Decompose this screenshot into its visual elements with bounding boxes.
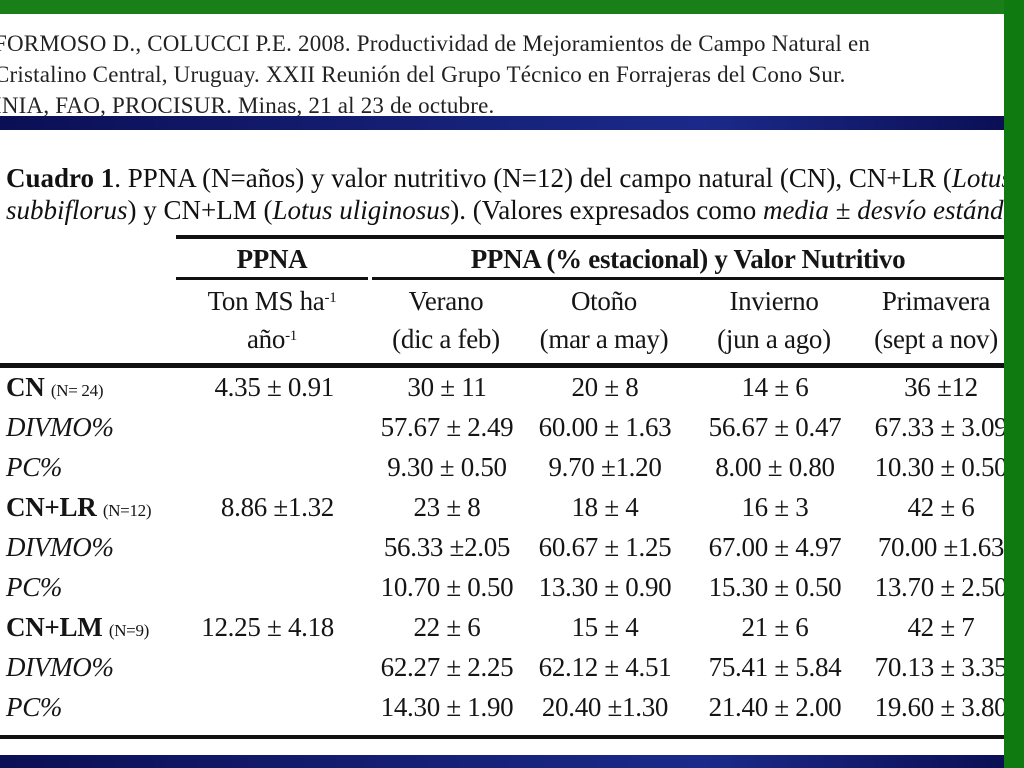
table-rule-bottom — [0, 735, 1004, 739]
row-label-n: (N=9) — [108, 621, 150, 640]
table-rule-group-seasonal — [372, 277, 1004, 280]
reference-line-2: Cristalino Central, Uruguay. XXII Reunió… — [0, 62, 846, 87]
caption-mid-text-2: ). (Valores expresados como — [450, 195, 763, 225]
row-label-pc: PC% — [6, 452, 63, 482]
header-months-invierno: (jun a ago) — [717, 324, 831, 354]
cell-primavera: 36 ±12 — [904, 372, 978, 402]
table-rule-group-ppna — [176, 277, 368, 280]
cell-primavera: 70.13 ± 3.35 — [874, 652, 1004, 682]
table-rule-header-bottom — [0, 363, 1004, 368]
row-label-cn: CN (N= 24) — [6, 372, 104, 406]
row-label-divmo: DIVMO% — [6, 412, 114, 442]
header-unit-text: Ton MS ha — [207, 286, 325, 316]
row-label-divmo: DIVMO% — [6, 652, 114, 682]
row-label-pc: PC% — [6, 572, 63, 602]
row-label-cn-lm: CN+LM (N=9) — [6, 612, 149, 646]
reference-line-1: FORMOSO D., COLUCCI P.E. 2008. Productiv… — [0, 31, 871, 56]
cell-invierno: 8.00 ± 0.80 — [715, 452, 835, 482]
cell-ppna: 12.25 ± 4.18 — [201, 612, 334, 642]
header-season-invierno: Invierno — [729, 286, 819, 316]
caption-line-1: Cuadro 1. PPNA (N=años) y valor nutritiv… — [6, 162, 1004, 194]
cell-invierno: 21 ± 6 — [741, 612, 809, 642]
header-season-primavera: Primavera — [881, 286, 991, 316]
cell-otono: 13.30 ± 0.90 — [538, 572, 672, 602]
cell-primavera: 42 ± 6 — [907, 492, 975, 522]
table-rule-top — [176, 235, 1004, 239]
slide: FORMOSO D., COLUCCI P.E. 2008. Productiv… — [0, 14, 1004, 768]
table-caption: Cuadro 1. PPNA (N=años) y valor nutritiv… — [6, 162, 1004, 226]
cell-invierno: 21.40 ± 2.00 — [708, 692, 842, 722]
caption-lotus-uliginosus: Lotus uliginosus — [272, 195, 451, 225]
cell-verano: 57.67 ± 2.49 — [380, 412, 514, 442]
cell-verano: 23 ± 8 — [413, 492, 481, 522]
header-season-otono: Otoño — [570, 286, 637, 316]
cell-invierno: 75.41 ± 5.84 — [708, 652, 842, 682]
cell-invierno: 67.00 ± 4.97 — [708, 532, 842, 562]
cell-primavera: 42 ± 7 — [907, 612, 975, 642]
divider-band-top — [0, 116, 1004, 130]
cell-verano: 10.70 ± 0.50 — [380, 572, 514, 602]
cell-otono: 20 ± 8 — [571, 372, 639, 402]
caption-lotus: Lotus — [951, 163, 1004, 193]
row-label-cn-lr: CN+LR (N=12) — [6, 492, 152, 526]
caption-label: Cuadro 1 — [6, 163, 115, 193]
header-unit: Ton MS ha-1 — [176, 286, 368, 316]
cell-verano: 56.33 ±2.05 — [383, 532, 511, 562]
reference-citation: FORMOSO D., COLUCCI P.E. 2008. Productiv… — [0, 28, 1004, 121]
header-ppna-seasonal: PPNA (% estacional) y Valor Nutritivo — [470, 244, 906, 274]
header-season-verano: Verano — [408, 286, 484, 316]
frame-right-border — [1004, 0, 1024, 768]
caption-line-2: subbiflorus) y CN+LM (Lotus uliginosus).… — [6, 194, 1004, 226]
cell-primavera: 19.60 ± 3.80 — [874, 692, 1004, 722]
reference-line-3: INIA, FAO, PROCISUR. Minas, 21 al 23 de … — [0, 93, 495, 118]
cell-invierno: 56.67 ± 0.47 — [708, 412, 842, 442]
cell-primavera: 13.70 ± 2.50 — [874, 572, 1004, 602]
header-unit-year-sup: -1 — [285, 328, 297, 344]
cell-otono: 62.12 ± 4.51 — [538, 652, 672, 682]
cell-verano: 30 ± 11 — [407, 372, 487, 402]
row-label-n: (N= 24) — [50, 381, 104, 400]
header-months-primavera: (sept a nov) — [874, 324, 998, 354]
cell-otono: 60.00 ± 1.63 — [538, 412, 672, 442]
cell-otono: 18 ± 4 — [571, 492, 639, 522]
header-months-otono: (mar a may) — [539, 324, 669, 354]
header-unit-sup: -1 — [324, 290, 337, 306]
cell-verano: 14.30 ± 1.90 — [380, 692, 514, 722]
cell-otono: 9.70 ±1.20 — [548, 452, 662, 482]
row-label-text: CN+LR — [6, 492, 97, 522]
cell-ppna: 4.35 ± 0.91 — [214, 372, 334, 402]
cell-primavera: 67.33 ± 3.09 — [874, 412, 1004, 442]
cell-invierno: 14 ± 6 — [741, 372, 809, 402]
header-months-verano: (dic a feb) — [392, 324, 500, 354]
divider-band-bottom — [0, 755, 1004, 768]
row-label-divmo: DIVMO% — [6, 532, 114, 562]
frame-top-border — [0, 0, 1024, 14]
cell-otono: 15 ± 4 — [571, 612, 639, 642]
row-label-text: CN+LM — [6, 612, 103, 642]
cell-verano: 9.30 ± 0.50 — [387, 452, 507, 482]
cell-invierno: 15.30 ± 0.50 — [708, 572, 842, 602]
cell-otono: 20.40 ±1.30 — [541, 692, 669, 722]
cell-verano: 62.27 ± 2.25 — [380, 652, 514, 682]
row-label-text: CN — [6, 372, 45, 402]
cell-primavera: 10.30 ± 0.50 — [874, 452, 1004, 482]
cell-ppna: 8.86 ±1.32 — [220, 492, 334, 522]
header-ppna: PPNA — [236, 244, 308, 274]
caption-mid-text: ) y CN+LM ( — [127, 195, 273, 225]
row-label-n: (N=12) — [102, 501, 152, 520]
caption-line1-text: . PPNA (N=años) y valor nutritivo (N=12)… — [114, 163, 952, 193]
cell-otono: 60.67 ± 1.25 — [538, 532, 672, 562]
cell-invierno: 16 ± 3 — [741, 492, 809, 522]
caption-subbiflorus: subbiflorus — [6, 195, 128, 225]
row-label-pc: PC% — [6, 692, 63, 722]
caption-media-desvio: media ± desvío estándar — [762, 195, 1004, 225]
cell-verano: 22 ± 6 — [413, 612, 481, 642]
header-unit-line2: año-1 — [176, 324, 368, 354]
header-unit-year: año — [247, 324, 286, 354]
cell-primavera: 70.00 ±1.63 — [877, 532, 1004, 562]
